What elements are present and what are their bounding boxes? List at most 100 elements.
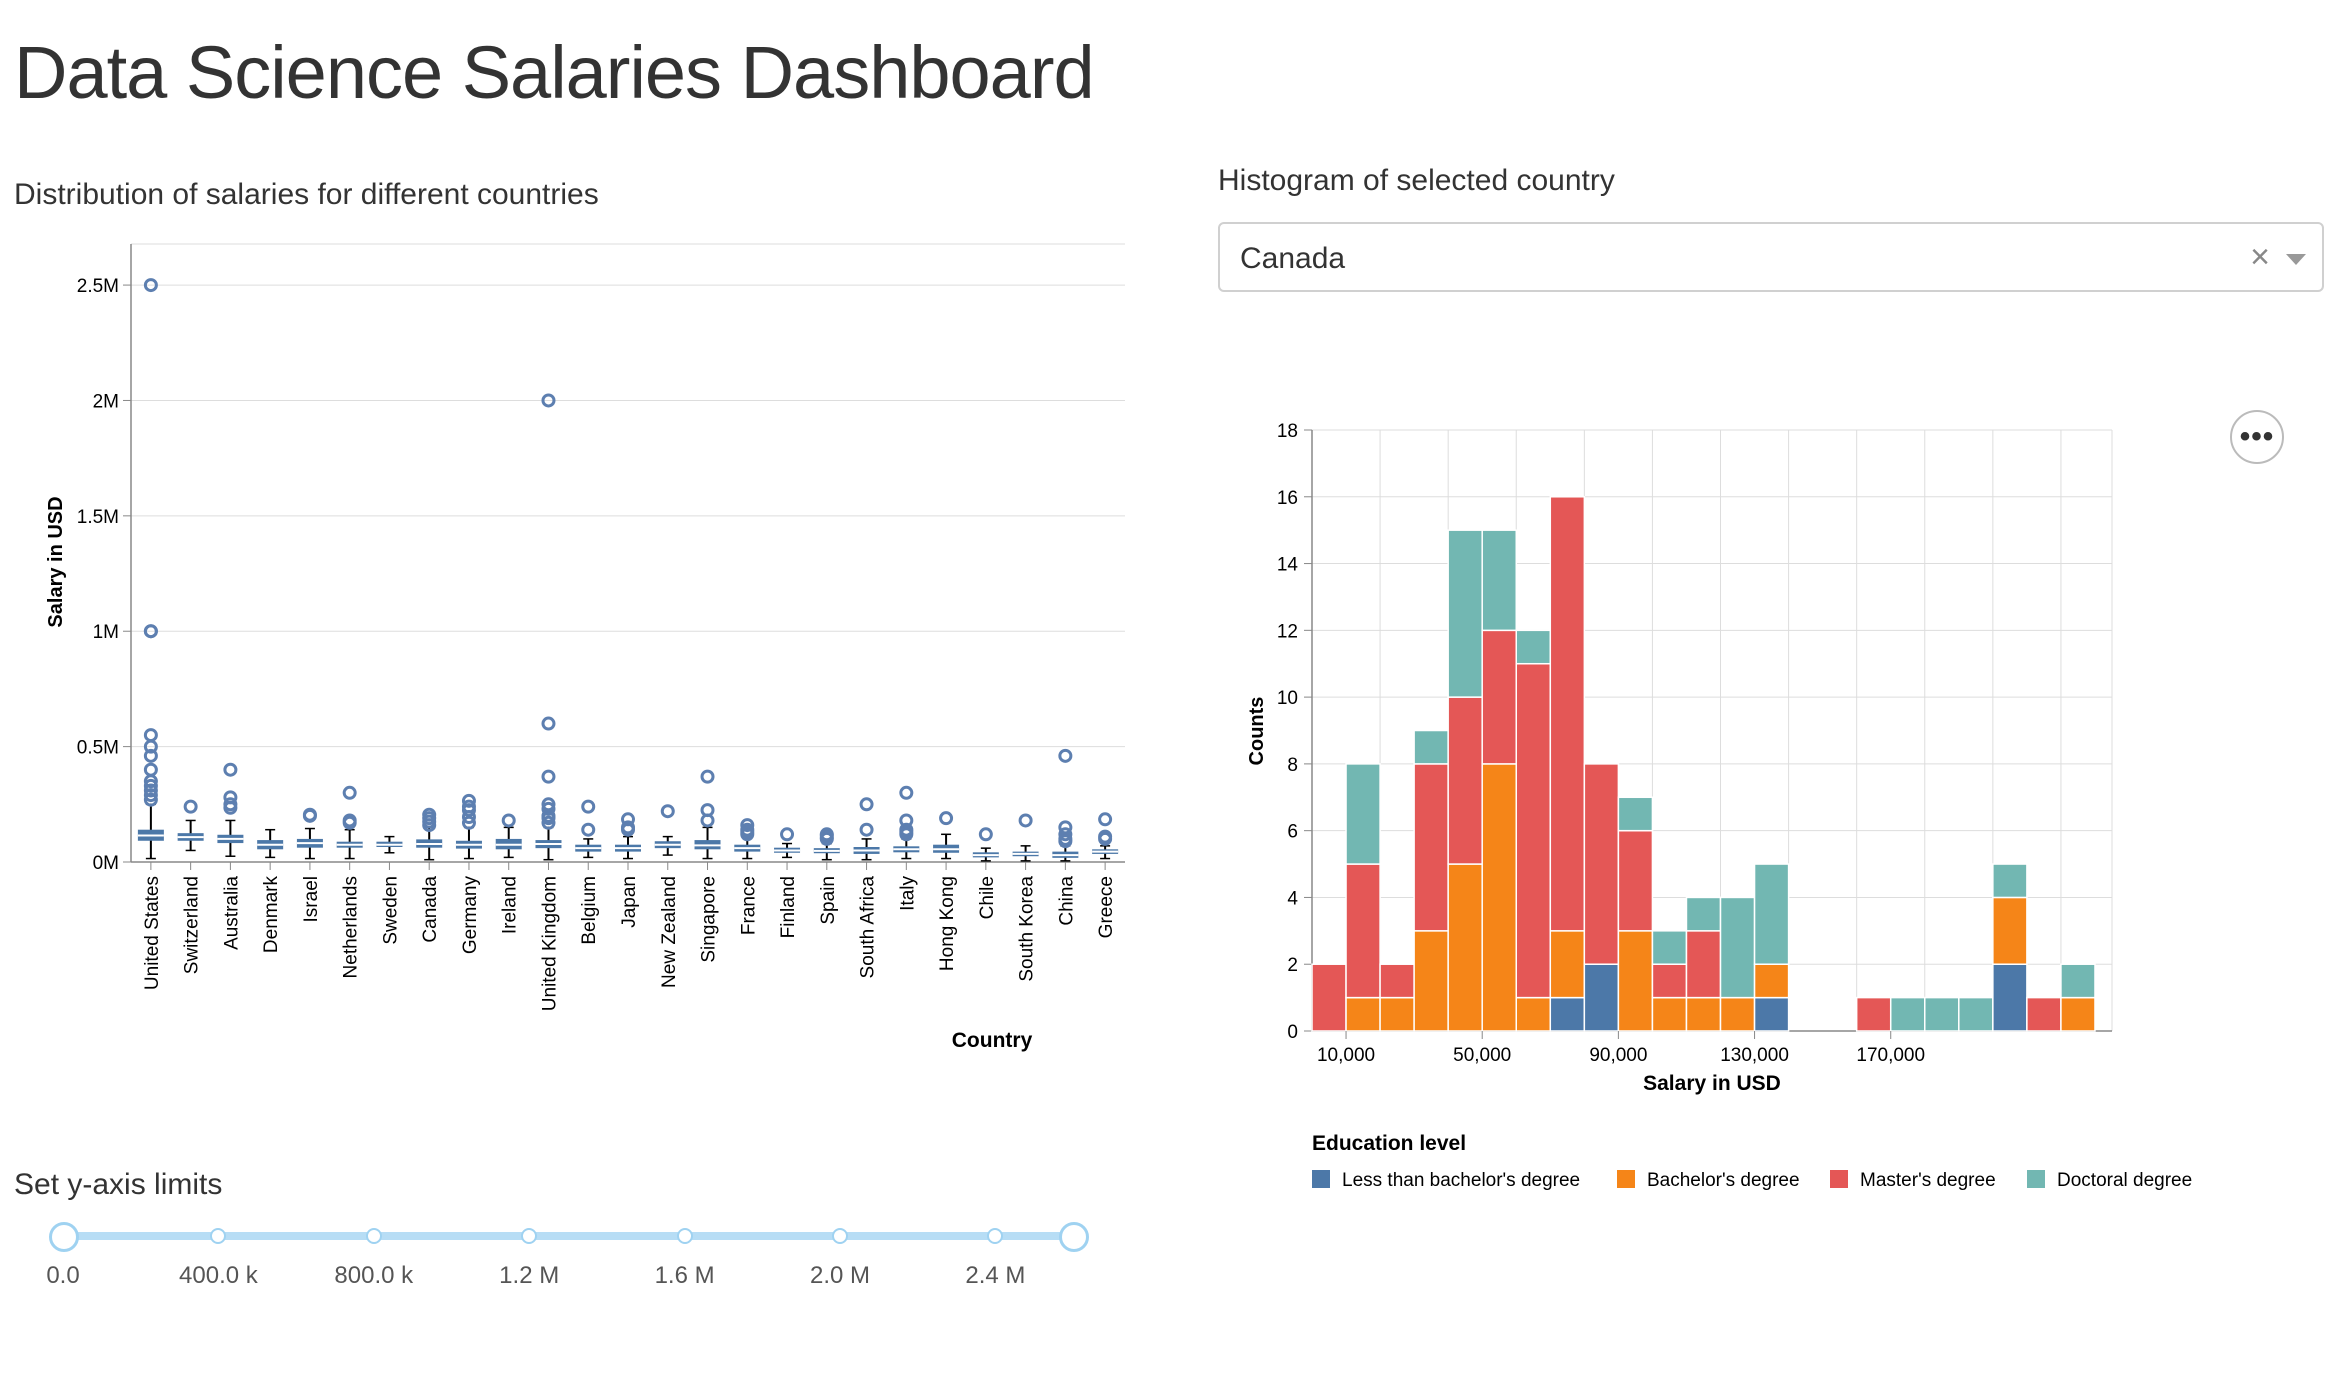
outlier-point — [143, 783, 158, 798]
x-tick-label: Israel — [301, 876, 322, 922]
histogram-bar — [1447, 696, 1483, 865]
y-tick-label: 0.5M — [77, 738, 119, 759]
outlier-point — [223, 762, 238, 777]
histogram-bar — [1515, 629, 1552, 665]
x-tick-label: Greece — [1096, 876, 1117, 938]
histogram-bar — [1651, 963, 1688, 999]
outlier-point — [1098, 812, 1113, 827]
histogram-bar — [1617, 796, 1654, 832]
legend-label: Less than bachelor's degree — [1342, 1170, 1580, 1191]
histogram-bar — [1379, 963, 1415, 999]
outlier-point — [859, 797, 874, 812]
histogram-bar — [1549, 996, 1586, 1032]
histogram-bar — [1345, 763, 1381, 865]
y-tick-label: 10 — [1277, 688, 1298, 709]
salary-histogram-chart: 0 2 4 6 8 10 12 14 16 18 10,000 50,000 90,000 130,000… — [1246, 421, 2192, 1191]
chevron-down-icon[interactable] — [2286, 254, 2306, 265]
y-tick-label: 0 — [1287, 1022, 1298, 1043]
histogram-bar — [1617, 829, 1654, 932]
slider-handle-min[interactable] — [49, 1222, 79, 1252]
outlier-point — [342, 813, 357, 828]
histogram-bar — [1447, 529, 1483, 698]
slider-mark-label: 400.0 k — [179, 1262, 258, 1289]
outlier-point — [819, 827, 834, 842]
histogram-bar — [1515, 662, 1552, 999]
histogram-bar — [1924, 996, 1960, 1032]
x-tick-label: Canada — [420, 876, 441, 943]
legend-swatch — [1617, 1170, 1635, 1188]
histogram-bar — [1685, 996, 1722, 1032]
outlier-point — [223, 797, 238, 812]
outlier-point — [541, 801, 556, 816]
histogram-bar — [1379, 996, 1415, 1032]
x-tick-label: Hong Kong — [937, 876, 958, 971]
outlier-point — [541, 769, 556, 784]
x-tick-label: Italy — [897, 876, 918, 911]
outlier-point — [143, 278, 158, 293]
x-tick-label: Germany — [460, 876, 481, 955]
country-dropdown-value: Canada — [1240, 242, 1346, 275]
outlier-point — [700, 769, 715, 784]
outlier-point — [581, 822, 596, 837]
outlier-point — [461, 815, 476, 830]
histogram-bar — [1651, 930, 1688, 965]
histogram-bar — [1413, 930, 1449, 1032]
histogram-bar — [1311, 963, 1347, 1032]
outlier-point — [581, 799, 596, 814]
histogram-bar — [1583, 963, 1620, 1032]
x-tick-label: United Kingdom — [539, 876, 560, 1011]
outlier-point — [143, 778, 158, 793]
outlier-point — [143, 624, 158, 639]
y-axis-range-slider[interactable]: 0.0 400.0 k 800.0 k 1.2 M 1.6 M 2.0 M 2.4 M — [40, 1212, 1100, 1302]
outlier-point — [183, 799, 198, 814]
legend-label: Master's degree — [1860, 1170, 1996, 1191]
slider-mark-dot — [365, 1228, 382, 1244]
histogram-bar — [1753, 996, 1790, 1032]
x-axis-title: Salary in USD — [1643, 1072, 1781, 1095]
x-tick-label: South Africa — [858, 876, 879, 979]
page-title: Data Science Salaries Dashboard — [14, 31, 1095, 114]
close-icon[interactable]: × — [2250, 238, 2270, 276]
histogram-bar — [1685, 930, 1722, 999]
y-tick-label: 8 — [1287, 755, 1298, 776]
outlier-point — [143, 728, 158, 743]
y-tick-label: 6 — [1287, 822, 1298, 843]
outlier-point — [541, 716, 556, 731]
country-dropdown[interactable]: Canada × — [1218, 222, 2324, 292]
histogram-bar — [1345, 996, 1381, 1032]
slider-mark-label: 2.4 M — [965, 1262, 1026, 1289]
slider-handle-max[interactable] — [1059, 1222, 1089, 1252]
x-tick-label: Chile — [977, 876, 998, 919]
histogram-bar — [1447, 863, 1483, 1032]
histogram-bar — [1481, 629, 1518, 765]
histogram-bar — [1617, 930, 1654, 1032]
outlier-point — [422, 807, 437, 822]
outlier-point — [541, 815, 556, 830]
histogram-bar — [1855, 996, 1892, 1032]
histogram-bar — [1992, 896, 2028, 965]
x-tick-label: Singapore — [699, 876, 720, 963]
histogram-bar — [1753, 863, 1790, 965]
slider-mark-dot — [987, 1228, 1004, 1244]
x-tick-label: 130,000 — [1720, 1045, 1789, 1066]
y-tick-label: 16 — [1277, 488, 1298, 509]
histogram-bar — [1719, 996, 1756, 1032]
histogram-bar — [1481, 763, 1518, 1032]
slider-mark-label: 1.6 M — [654, 1262, 715, 1289]
slider-track[interactable] — [63, 1232, 1073, 1240]
histogram-bar — [1583, 763, 1620, 965]
histogram-bar — [1719, 896, 1756, 999]
x-tick-label: Sweden — [380, 876, 401, 945]
histogram-bar — [1413, 729, 1449, 765]
chart-actions-menu-button[interactable]: ••• — [2230, 410, 2284, 464]
outlier-point — [700, 803, 715, 818]
outlier-point — [1098, 829, 1113, 844]
outlier-point — [899, 813, 914, 828]
x-tick-label: Denmark — [261, 876, 282, 954]
x-tick-label: South Korea — [1017, 876, 1038, 982]
histogram-bar — [1481, 529, 1518, 632]
outlier-point — [501, 813, 516, 828]
outlier-point — [740, 822, 755, 837]
outlier-point — [342, 785, 357, 800]
outlier-point — [1058, 748, 1073, 763]
